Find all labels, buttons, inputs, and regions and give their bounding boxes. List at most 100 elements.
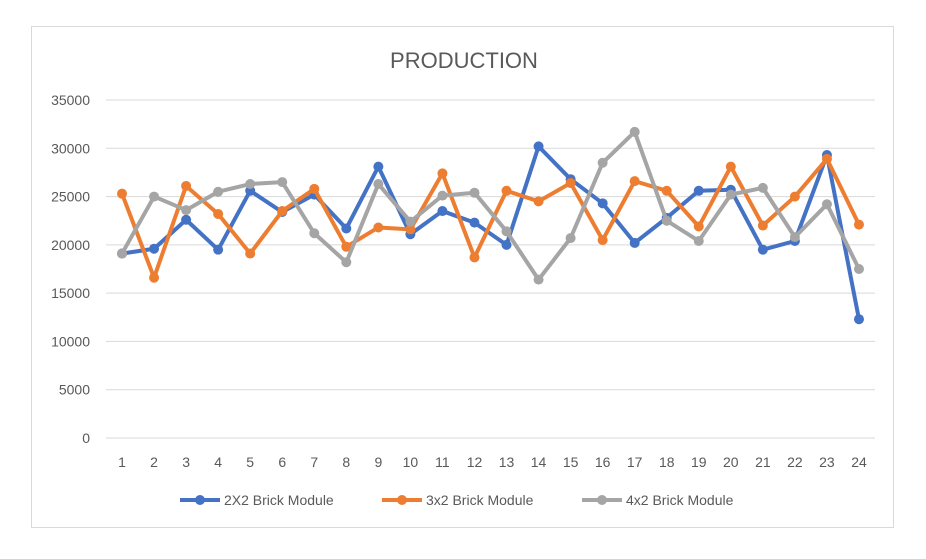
y-tick-label: 10000 — [51, 333, 90, 349]
data-point — [117, 248, 128, 259]
data-point — [277, 177, 288, 188]
y-tick-label: 5000 — [59, 382, 90, 398]
data-point — [245, 248, 256, 259]
data-point — [341, 223, 352, 234]
data-point — [501, 239, 512, 250]
data-point — [597, 235, 608, 246]
legend-swatch-marker — [597, 495, 607, 505]
data-point — [533, 274, 544, 285]
data-point — [533, 141, 544, 152]
x-tick-label: 20 — [723, 454, 739, 470]
x-tick-label: 15 — [563, 454, 579, 470]
y-tick-label: 25000 — [51, 189, 90, 205]
data-point — [181, 214, 192, 225]
x-tick-label: 9 — [374, 454, 382, 470]
data-point — [181, 205, 192, 216]
data-point — [597, 198, 608, 209]
data-point — [565, 178, 576, 189]
data-point — [437, 190, 448, 201]
data-point — [373, 222, 384, 233]
data-point — [757, 182, 768, 193]
y-tick-label: 15000 — [51, 285, 90, 301]
x-tick-label: 12 — [467, 454, 483, 470]
data-point — [533, 196, 544, 207]
legend-label: 3x2 Brick Module — [426, 492, 534, 508]
data-point — [853, 264, 864, 274]
x-tick-label: 21 — [755, 454, 771, 470]
data-point — [821, 199, 832, 210]
data-point — [309, 228, 320, 239]
x-tick-label: 23 — [819, 454, 835, 470]
data-point — [213, 208, 224, 219]
data-point — [629, 126, 640, 137]
x-tick-label: 4 — [214, 454, 222, 470]
legend-swatch-marker — [397, 495, 407, 505]
data-point — [373, 161, 384, 172]
data-point — [405, 224, 416, 235]
series-line — [120, 144, 861, 322]
data-point — [309, 183, 320, 194]
x-tick-label: 1 — [118, 454, 126, 470]
x-tick-label: 6 — [278, 454, 286, 470]
series-2 — [117, 153, 864, 283]
y-axis-labels: 0 5000 10000 15000 20000 25000 30000 35000 — [51, 92, 90, 446]
data-point — [757, 220, 768, 231]
x-tick-label: 3 — [182, 454, 190, 470]
series-lines — [117, 126, 864, 325]
x-tick-label: 5 — [246, 454, 254, 470]
data-point — [149, 272, 160, 283]
data-point — [469, 217, 480, 228]
production-line-chart: PRODUCTION 0 5000 10000 15000 20000 25000 3000… — [51, 48, 875, 508]
data-point — [149, 191, 160, 202]
x-tick-label: 13 — [499, 454, 515, 470]
chart-area: PRODUCTION 0 5000 10000 15000 20000 25000 3000… — [31, 26, 894, 528]
gridlines — [106, 99, 875, 439]
x-tick-label: 14 — [531, 454, 547, 470]
legend-entry: 2X2 Brick Module — [180, 492, 334, 508]
data-point — [789, 191, 800, 202]
legend-swatch-marker — [195, 495, 205, 505]
data-point — [789, 232, 800, 243]
data-point — [501, 185, 512, 196]
data-point — [341, 241, 352, 252]
series-1 — [117, 141, 864, 325]
data-point — [725, 189, 736, 200]
legend: 2X2 Brick Module 3x2 Brick Module 4x2 Bric… — [180, 492, 734, 508]
data-point — [373, 179, 384, 190]
data-point — [437, 206, 448, 217]
legend-label: 4x2 Brick Module — [626, 492, 734, 508]
data-point — [661, 185, 672, 196]
data-point — [149, 243, 160, 254]
data-point — [117, 188, 128, 199]
series-line — [120, 156, 861, 280]
x-tick-label: 19 — [691, 454, 707, 470]
data-point — [821, 153, 832, 164]
y-tick-label: 20000 — [51, 237, 90, 253]
series-line — [120, 129, 861, 282]
data-point — [853, 314, 864, 325]
data-point — [437, 168, 448, 179]
data-point — [629, 237, 640, 248]
series-3 — [117, 126, 864, 285]
data-point — [501, 226, 512, 237]
x-tick-label: 18 — [659, 454, 675, 470]
data-point — [693, 221, 704, 232]
x-tick-label: 8 — [342, 454, 350, 470]
x-axis-labels: 1 2 3 4 5 6 7 8 9 10 11 12 13 14 15 16 17 18 19 20 21 22 23 24 — [118, 454, 867, 470]
legend-entry: 4x2 Brick Module — [582, 492, 734, 508]
y-tick-label: 30000 — [51, 140, 90, 156]
x-tick-label: 2 — [150, 454, 158, 470]
x-tick-label: 16 — [595, 454, 611, 470]
data-point — [213, 244, 224, 255]
x-tick-label: 17 — [627, 454, 643, 470]
data-point — [277, 206, 288, 217]
data-point — [245, 179, 256, 190]
data-point — [693, 185, 704, 196]
data-point — [565, 233, 576, 244]
x-tick-label: 11 — [435, 454, 450, 470]
data-point — [629, 176, 640, 187]
data-point — [341, 257, 352, 268]
data-point — [853, 219, 864, 230]
chart-title: PRODUCTION — [390, 48, 538, 73]
legend-entry: 3x2 Brick Module — [382, 492, 534, 508]
